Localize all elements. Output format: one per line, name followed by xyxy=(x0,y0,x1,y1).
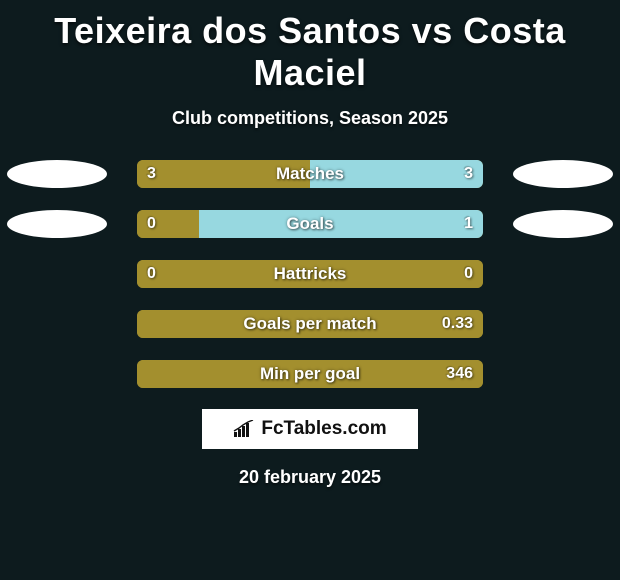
stat-bar: 0.33 Goals per match xyxy=(137,310,483,338)
date-label: 20 february 2025 xyxy=(0,467,620,488)
stat-right-value: 0 xyxy=(464,265,473,283)
player-right-ellipse xyxy=(513,210,613,238)
stat-left-value: 0 xyxy=(147,265,156,283)
stat-right-value: 1 xyxy=(464,215,473,233)
barchart-icon xyxy=(233,420,255,438)
stat-row: 0.33 Goals per match xyxy=(0,309,620,339)
stat-right-value: 3 xyxy=(464,165,473,183)
player-left-ellipse xyxy=(7,160,107,188)
stat-right-value: 0.33 xyxy=(442,315,473,333)
bar-right-fill xyxy=(199,210,483,238)
stat-row: 3 3 Matches xyxy=(0,159,620,189)
page-title: Teixeira dos Santos vs Costa Maciel xyxy=(0,0,620,94)
player-right-ellipse xyxy=(513,160,613,188)
stat-bar: 0 1 Goals xyxy=(137,210,483,238)
stat-row: 0 1 Goals xyxy=(0,209,620,239)
player-left-ellipse xyxy=(7,210,107,238)
stat-left-value: 3 xyxy=(147,165,156,183)
stat-label: Goals per match xyxy=(243,314,376,334)
stat-left-value: 0 xyxy=(147,215,156,233)
stats-rows: 3 3 Matches 0 1 Goals 0 0 Hattricks 0.33 Goals per… xyxy=(0,159,620,389)
stat-row: 346 Min per goal xyxy=(0,359,620,389)
stat-row: 0 0 Hattricks xyxy=(0,259,620,289)
stat-right-value: 346 xyxy=(446,365,473,383)
logo-box: FcTables.com xyxy=(202,409,418,449)
stat-label: Hattricks xyxy=(274,264,347,284)
subtitle: Club competitions, Season 2025 xyxy=(0,108,620,129)
ellipse-spacer xyxy=(7,260,107,288)
ellipse-spacer xyxy=(7,360,107,388)
stat-bar: 346 Min per goal xyxy=(137,360,483,388)
logo-text: FcTables.com xyxy=(261,418,386,440)
ellipse-spacer xyxy=(7,310,107,338)
stat-label: Goals xyxy=(286,214,333,234)
stat-label: Matches xyxy=(276,164,344,184)
ellipse-spacer xyxy=(513,360,613,388)
stat-bar: 3 3 Matches xyxy=(137,160,483,188)
stat-label: Min per goal xyxy=(260,364,360,384)
ellipse-spacer xyxy=(513,260,613,288)
stat-bar: 0 0 Hattricks xyxy=(137,260,483,288)
ellipse-spacer xyxy=(513,310,613,338)
